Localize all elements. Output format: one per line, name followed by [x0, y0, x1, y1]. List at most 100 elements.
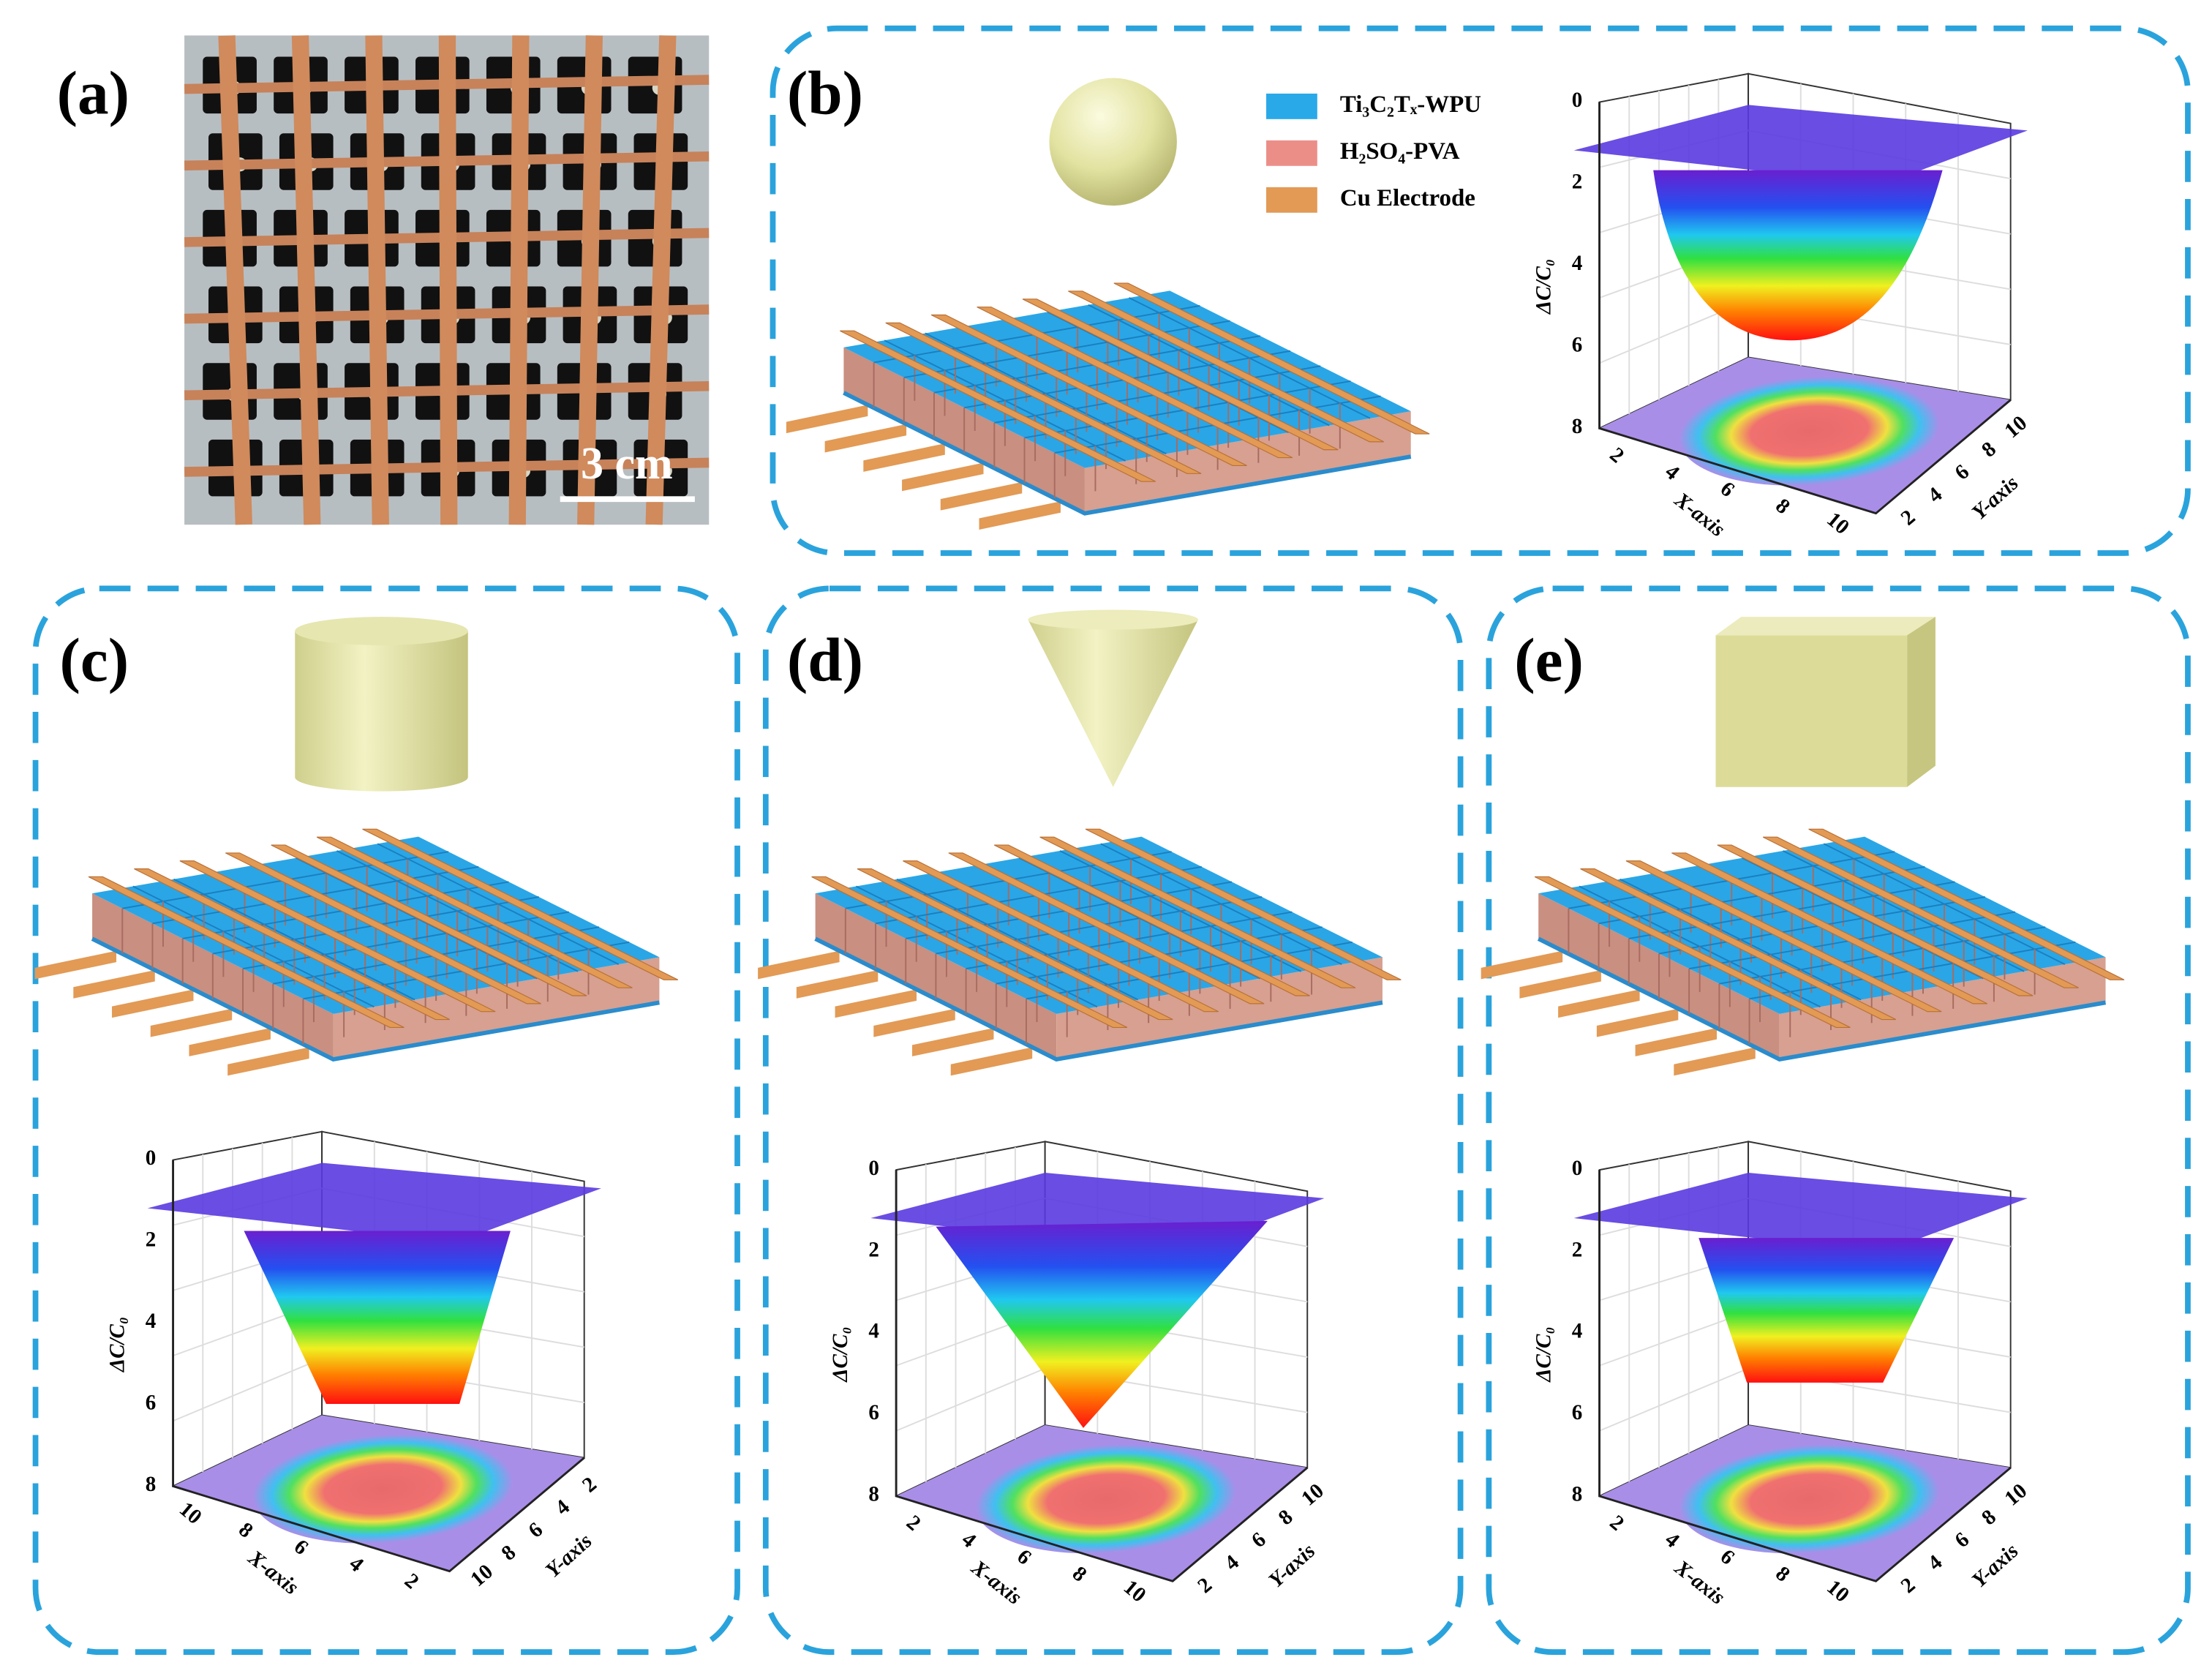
- tile-edge: [377, 843, 620, 965]
- surface: [936, 1220, 1268, 1428]
- z-tick-label: 4: [868, 1320, 879, 1343]
- photo: 3 cm: [184, 35, 710, 525]
- electrolyte-face: [1779, 957, 2106, 1059]
- axis-line: [895, 1170, 1309, 1582]
- legend-swatch: [1266, 187, 1317, 213]
- z-tick-label: 8: [868, 1483, 879, 1506]
- panel-frame: [32, 585, 740, 1656]
- x-tick-label: 10: [1822, 1575, 1854, 1607]
- z-tick-label: 4: [146, 1310, 157, 1333]
- tile-edge: [1088, 304, 1330, 427]
- wall-grid: [895, 1367, 1046, 1432]
- legend-label: Ti₃C₂Tₓ-WPU: [1340, 91, 1481, 118]
- cylinder: [295, 631, 468, 792]
- electrolyte-face: [1084, 411, 1411, 514]
- y-tick-label: 4: [1220, 1550, 1244, 1575]
- bottom-electrode: [824, 424, 907, 453]
- top-electrode: [930, 314, 1247, 467]
- z-tick-label: 2: [1572, 170, 1583, 194]
- z-tick-label: 6: [146, 1391, 157, 1415]
- axis-line: [172, 1160, 585, 1573]
- copper-strip: [577, 35, 603, 525]
- cube-front: [1715, 635, 1908, 787]
- top-electrode: [1039, 836, 1356, 988]
- bottom-electrode: [73, 970, 155, 999]
- bottom-electrode: [1519, 970, 1601, 999]
- y-axis-label: Y-axis: [1968, 1539, 2023, 1593]
- tile-edge: [1059, 850, 1301, 972]
- copper-strip: [645, 35, 677, 525]
- cone-top: [1028, 609, 1198, 630]
- legend-swatch: [1266, 93, 1317, 119]
- x-tick-label: 8: [1068, 1562, 1091, 1587]
- z-axis-label: ΔC/C₀: [1532, 1327, 1556, 1383]
- top-electrode: [1068, 290, 1384, 443]
- x-tick-label: 2: [400, 1569, 424, 1593]
- z-axis-label: ΔC/C₀: [106, 1317, 129, 1372]
- bottom-electrode: [758, 950, 840, 980]
- axis-line: [1598, 102, 2012, 515]
- top-electrode: [1534, 876, 1851, 1029]
- top-electrode: [840, 330, 1156, 482]
- tile-edge: [336, 850, 579, 972]
- z-tick-label: 0: [1572, 89, 1583, 112]
- y-tick-label: 2: [1193, 1573, 1216, 1598]
- y-tick-label: 8: [1274, 1505, 1298, 1530]
- y-tick-label: 6: [1950, 460, 1974, 485]
- floor-contour: [1679, 1444, 1940, 1554]
- bottom-electrode: [796, 970, 879, 999]
- top-electrode: [225, 852, 541, 1004]
- copper-strip: [291, 35, 321, 525]
- top-electrode: [1671, 852, 1987, 1004]
- frames: [32, 25, 2191, 1656]
- y-tick-label: 10: [2000, 411, 2031, 443]
- base-edge: [814, 936, 1383, 1062]
- y-tick-label: 6: [524, 1518, 547, 1543]
- bottom-electrode: [150, 1008, 233, 1037]
- surface-rim: [1573, 1173, 2028, 1252]
- top-electrode: [316, 836, 633, 988]
- y-tick-label: 8: [1977, 437, 2001, 462]
- x-tick-label: 10: [1822, 508, 1854, 539]
- top-electrode: [1085, 828, 1402, 980]
- cube-side: [1907, 617, 1936, 787]
- x-tick-label: 4: [1660, 460, 1684, 485]
- z-tick-label: 2: [868, 1238, 879, 1261]
- sensor-array: [34, 828, 679, 1076]
- legend-swatch: [1266, 140, 1317, 166]
- bottom-electrode: [34, 950, 117, 980]
- y-tick-label: 10: [1297, 1479, 1328, 1511]
- x-tick-label: 2: [1605, 443, 1628, 467]
- z-tick-label: 8: [1572, 1483, 1583, 1506]
- legend-label: Cu Electrode: [1340, 185, 1475, 211]
- bottom-electrode: [835, 989, 917, 1018]
- top-electrode: [88, 876, 405, 1029]
- y-tick-label: 2: [578, 1473, 601, 1498]
- bottom-electrode: [863, 443, 945, 472]
- sensor-array: [1481, 828, 2125, 1076]
- copper-strip: [508, 35, 530, 525]
- x-tick-label: 2: [1605, 1511, 1628, 1536]
- panel-label: (a): [57, 59, 129, 127]
- top-electrode: [1113, 282, 1430, 435]
- top-electrode: [362, 828, 679, 980]
- y-axis-label: Y-axis: [541, 1529, 597, 1582]
- bottom-electrode: [940, 481, 1023, 511]
- x-tick-label: 8: [234, 1518, 257, 1543]
- top-electrode: [1808, 828, 2125, 980]
- top-electrode: [1022, 298, 1339, 451]
- x-tick-label: 6: [1716, 477, 1739, 502]
- tile-edge: [1129, 297, 1371, 419]
- surface: [1653, 170, 1943, 341]
- z-tick-label: 6: [868, 1401, 879, 1424]
- z-tick-label: 6: [1572, 1401, 1583, 1424]
- x-tick-label: 10: [1119, 1575, 1151, 1607]
- top-electrode: [977, 307, 1293, 459]
- panel-label: (b): [787, 59, 863, 127]
- floor-contour: [976, 1444, 1236, 1554]
- y-axis-label: Y-axis: [1264, 1539, 1320, 1593]
- copper-strip: [365, 35, 389, 525]
